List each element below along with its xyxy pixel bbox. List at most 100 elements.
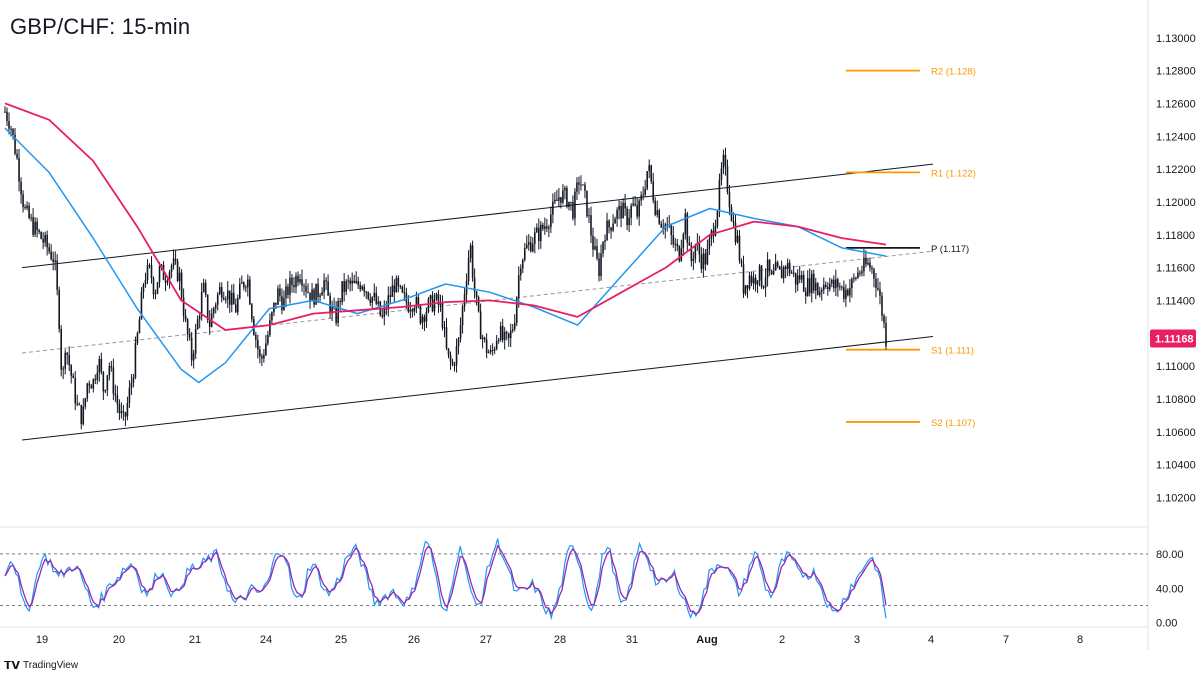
candle-body	[295, 275, 297, 288]
candle-body	[441, 302, 444, 328]
candle-body	[134, 343, 137, 378]
candle-body	[120, 411, 123, 414]
candle-body	[742, 264, 745, 294]
candle-body	[112, 367, 115, 394]
candle-body	[130, 382, 133, 388]
candle-body	[277, 288, 279, 305]
candle-body	[170, 265, 173, 272]
candle-body	[614, 218, 616, 224]
time-tick-label: 7	[1003, 634, 1009, 646]
candle-body	[544, 226, 546, 229]
candle-body	[279, 288, 281, 297]
candle-body	[487, 352, 490, 354]
candle-body	[451, 361, 454, 365]
candle-body	[624, 202, 626, 209]
channel-lower-line	[21, 336, 934, 441]
candle-body	[399, 285, 402, 287]
candle-body	[618, 205, 620, 210]
candle-body	[843, 287, 845, 299]
candle-body	[212, 308, 215, 314]
current-price-tag	[1150, 329, 1196, 348]
candle-body	[405, 293, 408, 303]
candle-body	[790, 272, 793, 274]
candle-body	[800, 274, 803, 280]
candle-body	[403, 292, 406, 294]
time-tick-label: 21	[189, 634, 201, 646]
oscillator-group	[0, 538, 1148, 621]
candle-body	[415, 297, 418, 309]
candle-body	[616, 209, 618, 219]
candle-body	[315, 283, 317, 305]
candle-body	[736, 235, 739, 243]
candle-body	[704, 253, 707, 265]
candle-body	[178, 272, 181, 281]
candle-body	[411, 309, 414, 312]
current-price-label: 1.11168	[1155, 334, 1194, 346]
candle-body	[245, 287, 247, 289]
candle-body	[861, 271, 863, 274]
candle-body	[40, 232, 42, 239]
candle-body	[833, 279, 835, 289]
candle-body	[34, 221, 36, 235]
candle-body	[774, 262, 777, 271]
time-tick-label: 19	[36, 634, 48, 646]
candle-body	[572, 201, 574, 219]
candle-body	[576, 182, 578, 192]
candle-body	[289, 277, 291, 295]
pivot-level-label: P (1.117)	[931, 244, 969, 255]
candle-body	[154, 293, 157, 295]
price-tick-label: 1.11800	[1156, 230, 1195, 242]
candle-body	[638, 200, 640, 217]
candle-body	[734, 222, 737, 243]
candle-body	[491, 349, 494, 351]
candle-body	[606, 220, 608, 241]
candle-body	[554, 199, 556, 202]
candle-body	[740, 260, 743, 265]
candle-body	[204, 282, 207, 295]
candle-body	[196, 319, 199, 330]
candle-body	[780, 269, 783, 279]
candle-body	[670, 225, 673, 236]
time-tick-label: 8	[1077, 634, 1083, 646]
candle-body	[413, 308, 416, 312]
candle-body	[469, 245, 472, 259]
candle-body	[602, 241, 604, 254]
candle-body	[762, 286, 765, 288]
candle-body	[96, 372, 99, 380]
candle-body	[371, 297, 374, 303]
candle-body	[865, 257, 867, 265]
candle-body	[383, 307, 386, 317]
candle-body	[6, 111, 8, 122]
candle-body	[46, 234, 48, 248]
candle-body	[855, 277, 857, 279]
candle-body	[766, 259, 769, 278]
time-tick-label: 4	[928, 634, 934, 646]
candle-body	[429, 295, 432, 300]
candle-body	[182, 297, 185, 316]
candle-body	[150, 265, 153, 279]
candle-body	[367, 292, 370, 299]
pivot-level-label: R1 (1.122)	[931, 168, 976, 179]
candle-body	[810, 273, 813, 294]
price-tick-label: 1.10800	[1156, 394, 1196, 406]
candle-body	[666, 224, 669, 226]
candle-body	[760, 265, 763, 287]
candle-body	[521, 259, 524, 269]
candle-body	[534, 232, 536, 244]
candle-body	[331, 306, 333, 314]
candle-body	[387, 295, 390, 310]
candle-body	[255, 334, 257, 340]
candle-body	[106, 375, 109, 391]
candle-body	[632, 203, 634, 206]
candle-body	[682, 234, 685, 249]
candle-body	[10, 128, 12, 130]
candle-body	[849, 288, 851, 296]
candle-body	[652, 181, 655, 201]
candle-body	[744, 285, 747, 294]
candle-body	[58, 289, 60, 330]
candle-body	[12, 128, 14, 135]
candle-body	[220, 287, 223, 298]
candle-body	[820, 289, 823, 292]
